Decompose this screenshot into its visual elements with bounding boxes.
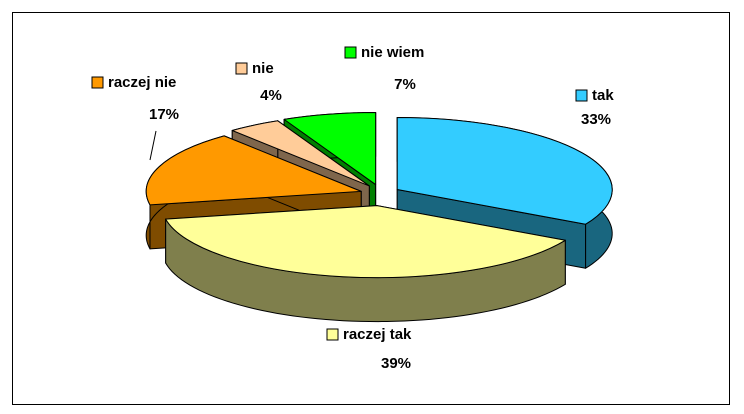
leader-line	[149, 130, 157, 161]
slice	[396, 117, 613, 225]
legend-swatch	[91, 76, 104, 89]
slice	[231, 120, 370, 187]
legend-swatch	[326, 328, 339, 341]
legend-swatch	[575, 89, 588, 102]
slice-label: nie wiem	[361, 44, 424, 61]
slice-value-label: 17%	[149, 106, 179, 123]
slice-label: nie	[252, 60, 274, 77]
slice	[145, 135, 362, 206]
slice-value-label: 39%	[381, 355, 411, 372]
slice-value-label: 33%	[581, 111, 611, 128]
slice	[165, 205, 566, 279]
slice-value-label: 7%	[394, 76, 416, 93]
slice-label: raczej tak	[343, 326, 412, 343]
slice-label: tak	[592, 87, 614, 104]
legend-swatch	[344, 46, 357, 59]
legend-swatch	[235, 62, 248, 75]
slice	[283, 112, 377, 186]
slice-label: raczej nie	[108, 74, 176, 91]
slice-value-label: 4%	[260, 87, 282, 104]
